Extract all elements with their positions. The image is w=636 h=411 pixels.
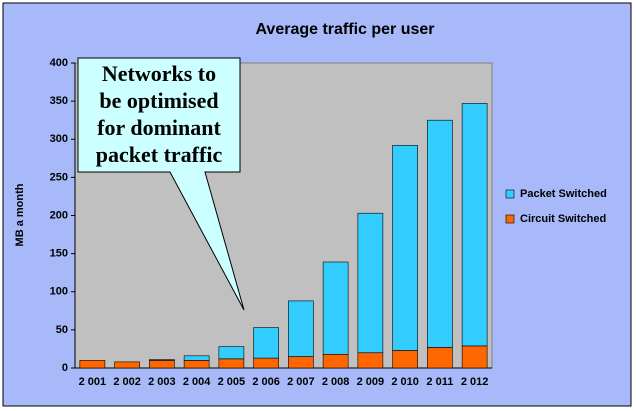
chart-title: Average traffic per user <box>255 21 434 38</box>
bar-segment <box>149 359 175 361</box>
y-tick-label: 400 <box>50 57 68 69</box>
bar-segment <box>322 353 349 369</box>
y-axis-label: MB a month <box>14 183 26 246</box>
x-tick-label: 2 001 <box>79 376 107 388</box>
x-tick-label: 2 010 <box>391 376 419 388</box>
bar-segment <box>183 355 210 361</box>
y-tick-label: 150 <box>50 248 68 260</box>
bar-segment <box>149 360 175 369</box>
y-tick-label: 100 <box>50 286 68 298</box>
y-tick-label: 350 <box>50 95 68 107</box>
callout-text: Networks to <box>102 61 216 86</box>
bar-segment <box>461 345 488 369</box>
x-tick-label: 2 007 <box>287 376 315 388</box>
bar-segment <box>392 350 418 369</box>
callout-shape <box>77 57 245 311</box>
bar-segment <box>461 103 488 347</box>
legend-label: Packet Switched <box>520 188 607 200</box>
y-tick-label: 200 <box>50 209 68 221</box>
x-tick-label: 2 012 <box>461 376 489 388</box>
bar-segment <box>322 261 349 355</box>
bar-segment <box>357 352 384 369</box>
legend-label: Circuit Switched <box>520 213 606 225</box>
legend-swatch <box>505 214 515 224</box>
callout-text: for dominant <box>97 115 221 140</box>
bar-segment <box>357 212 384 354</box>
x-tick-label: 2 008 <box>322 376 350 388</box>
x-tick-label: 2 005 <box>218 376 246 388</box>
y-tick-label: 300 <box>50 133 68 145</box>
y-tick-label: 250 <box>50 171 68 183</box>
bar-segment <box>427 347 453 369</box>
plot-area <box>74 62 493 369</box>
x-tick-label: 2 011 <box>426 376 453 388</box>
x-tick-label: 2 003 <box>148 376 176 388</box>
y-tick-label: 50 <box>56 324 68 336</box>
y-tick-label: 0 <box>62 362 68 374</box>
x-tick-label: 2 009 <box>357 376 385 388</box>
bar-segment <box>218 358 245 369</box>
x-tick-label: 2 002 <box>113 376 141 388</box>
bar-segment <box>218 346 245 360</box>
bar-segment <box>392 145 418 351</box>
x-tick-label: 2 006 <box>252 376 280 388</box>
callout-text: be optimised <box>99 88 218 113</box>
bar-segment <box>427 119 453 348</box>
bar-segment <box>114 361 140 369</box>
bar-segment <box>253 327 279 359</box>
callout-text: packet traffic <box>96 142 223 167</box>
x-tick-label: 2 004 <box>183 376 211 388</box>
legend-swatch <box>505 189 515 199</box>
bar-segment <box>183 360 210 369</box>
bar-segment <box>253 357 279 369</box>
bar-segment <box>79 360 106 369</box>
bar-segment <box>288 300 314 357</box>
bar-segment <box>288 356 314 369</box>
